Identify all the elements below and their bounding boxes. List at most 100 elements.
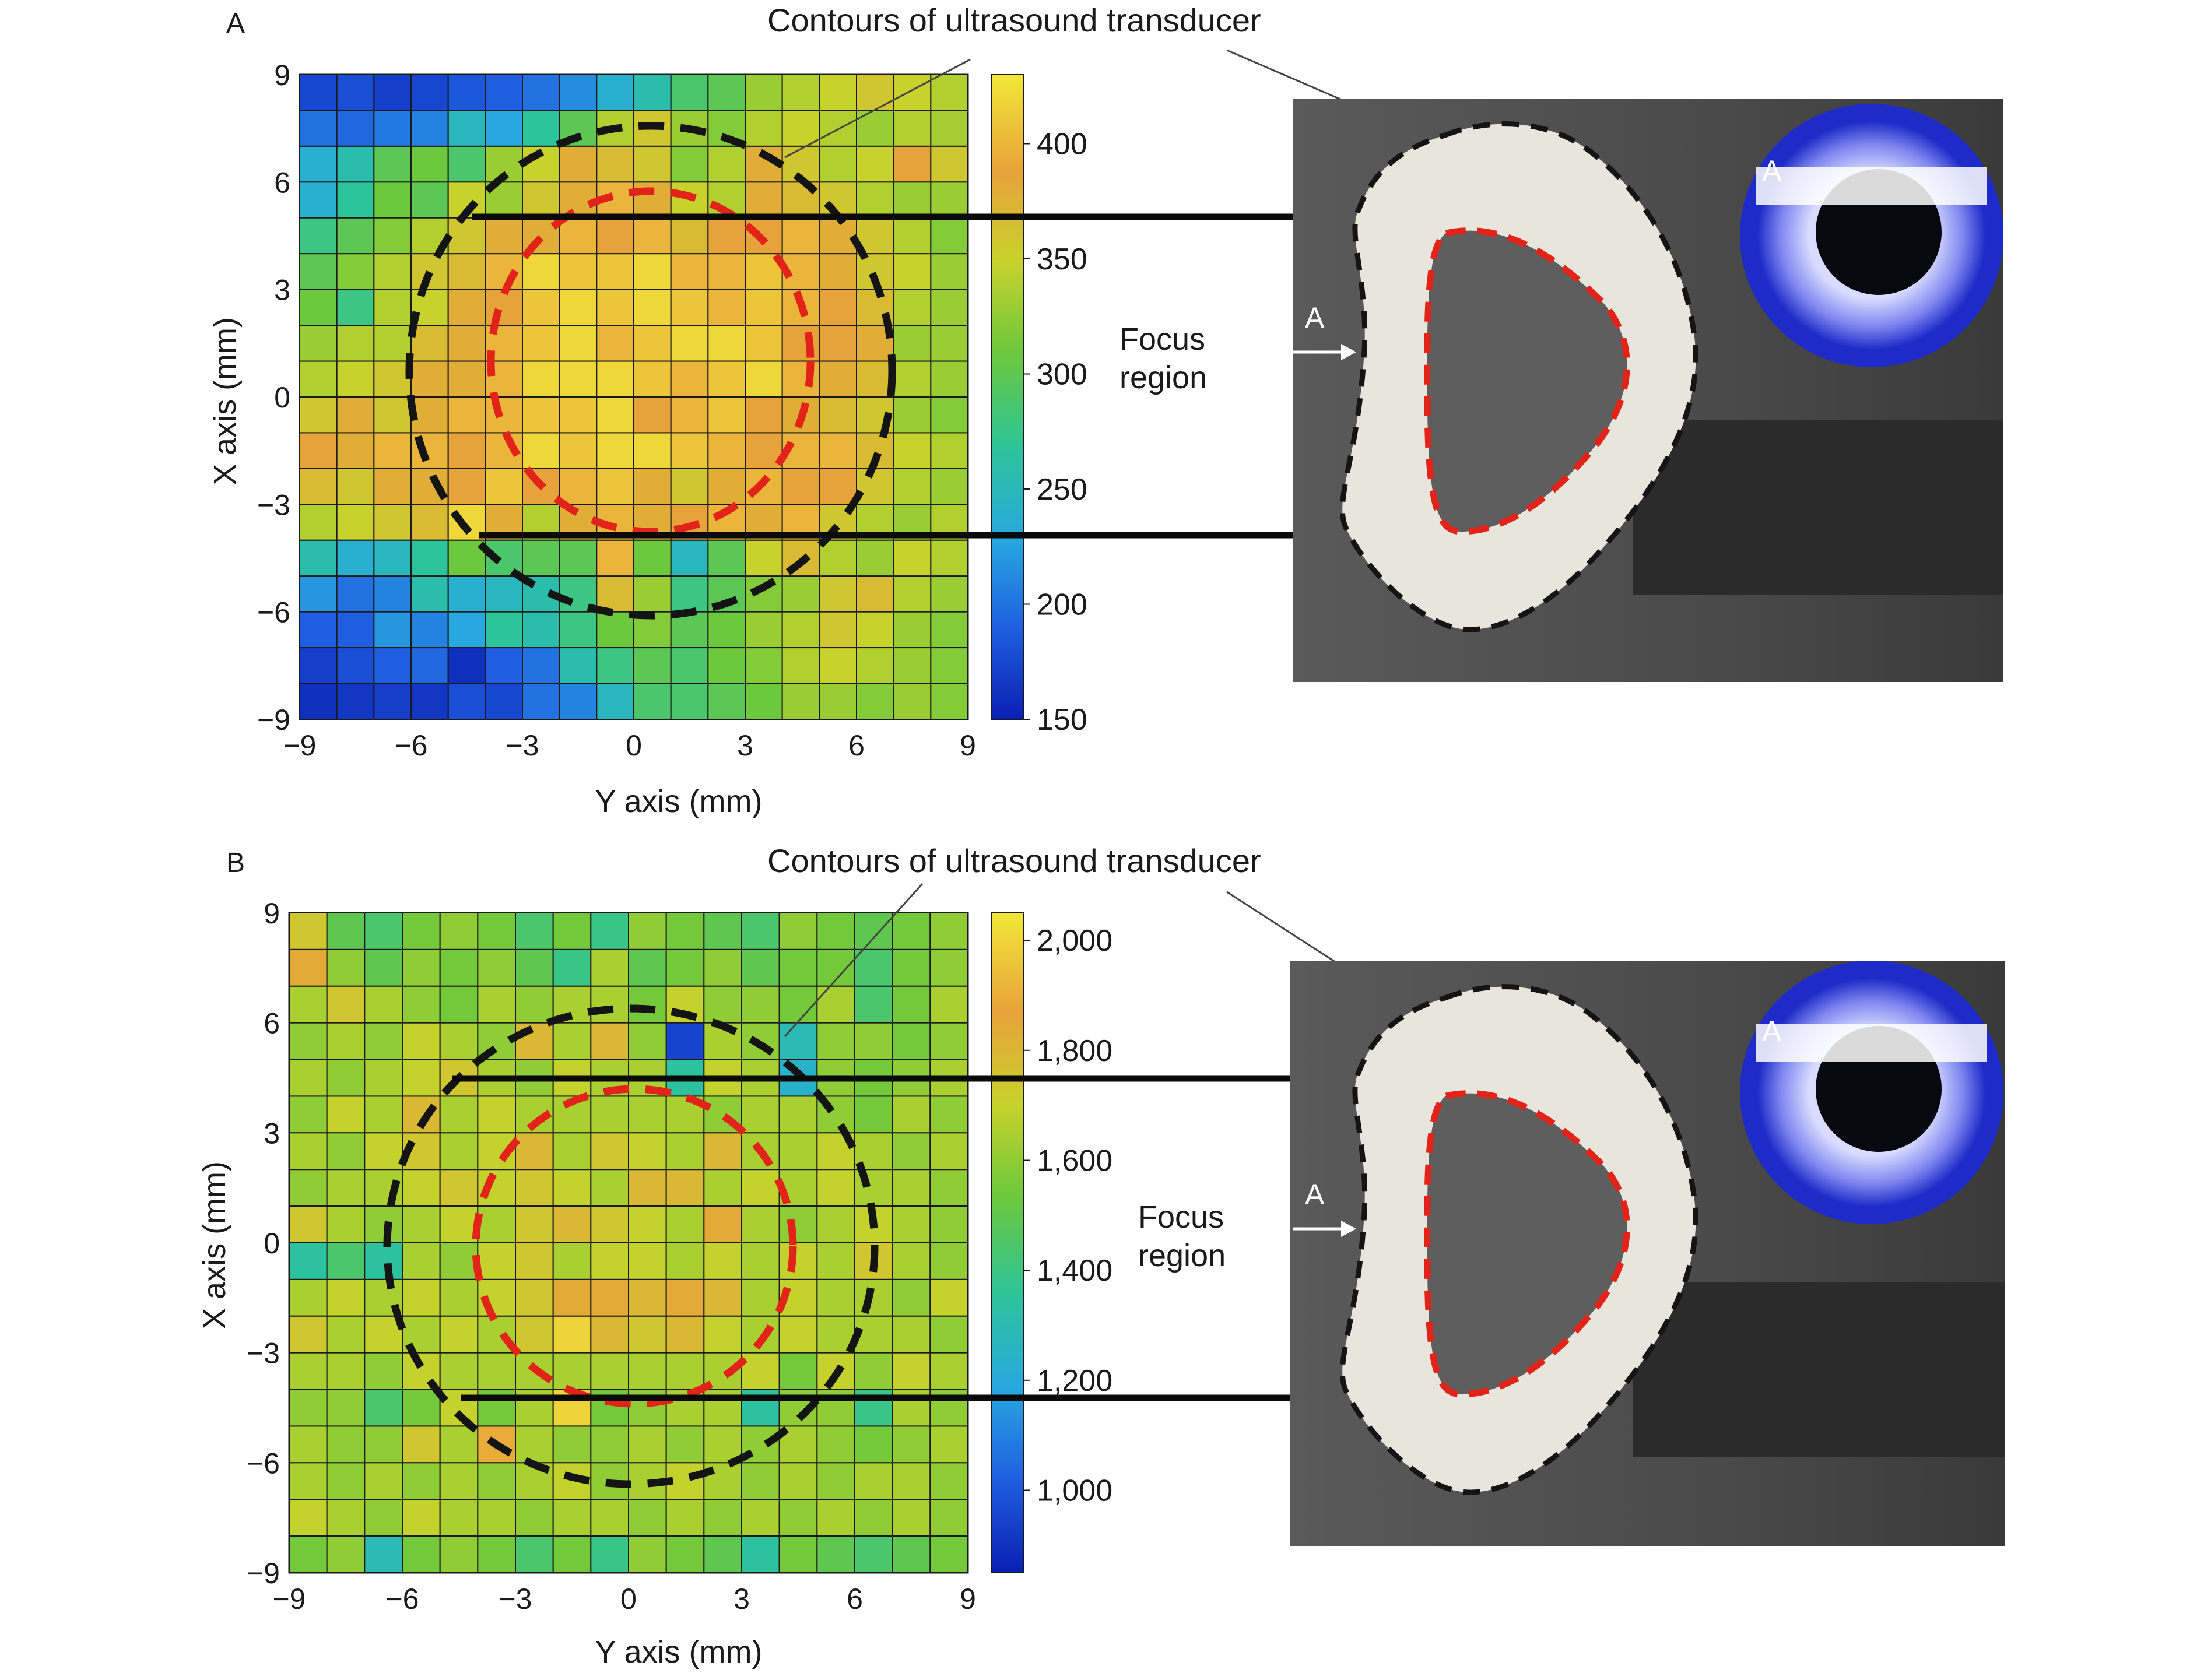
heatmap-cell (670, 325, 709, 362)
heatmap-cell (590, 1499, 630, 1537)
heatmap-cell (590, 1352, 630, 1390)
heatmap-cell (893, 181, 932, 219)
heatmap-cell (703, 1315, 742, 1354)
heatmap-cell (289, 948, 328, 987)
heatmap-cell (515, 1425, 554, 1464)
heatmap-cell (373, 217, 412, 255)
heatmap-cell (552, 1205, 592, 1244)
heatmap-cell (326, 1278, 366, 1317)
heatmap-cell (929, 1535, 968, 1574)
heatmap-cell (930, 74, 968, 111)
heatmap-cell (336, 504, 375, 541)
colorbar-tick-label: 2,000 (1037, 924, 1112, 958)
heatmap-cell (628, 1095, 667, 1134)
x-tick-label: 3 (734, 1583, 750, 1615)
y-tick-label: −6 (257, 596, 290, 629)
heatmap-cell (892, 1425, 931, 1464)
heatmap-cell (364, 1205, 403, 1244)
heatmap-cell (819, 325, 857, 362)
heatmap-cell (778, 1352, 818, 1390)
colorbar-tick-labels: 1,000 1,200 1,400 1,600 1,800 2,000 (1024, 924, 1112, 1508)
heatmap-cell (854, 1352, 893, 1390)
heatmap-cell (893, 575, 932, 613)
heatmap-cell (447, 145, 486, 183)
heatmap-cell (552, 1315, 592, 1354)
heatmap-cell (289, 1315, 328, 1354)
heatmap-cell (819, 253, 857, 290)
heatmap-cell (892, 985, 931, 1024)
heatmap-cell (745, 396, 783, 434)
heatmap-cell (559, 74, 598, 111)
panel-a: A −9 −6 −3 0 3 6 9 9 6 3 0 −3 −6 −9 Y axis (mm) X ax… (208, 2, 2003, 819)
heatmap-cell (590, 1022, 630, 1060)
heatmap-cell (816, 1499, 855, 1537)
heatmap-cell (590, 1095, 630, 1134)
heatmap-cell (930, 468, 968, 505)
heatmap-cell (485, 110, 524, 147)
y-tick-label: −3 (247, 1337, 280, 1370)
heatmap-cell (596, 325, 635, 362)
heatmap-cell (628, 1169, 667, 1207)
heatmap-cell (703, 1535, 742, 1574)
heatmap-cell (665, 912, 705, 950)
heatmap-cell (289, 985, 328, 1024)
heatmap-cell (703, 1132, 742, 1171)
heatmap-cell (596, 360, 635, 398)
heatmap-cell (439, 1132, 479, 1171)
transducer-contour (383, 1004, 879, 1488)
heatmap-cell (930, 539, 968, 577)
heatmap-cell (703, 985, 742, 1024)
heatmap-cell (447, 325, 486, 362)
marker-label: A (1305, 1178, 1325, 1211)
heatmap-cell (326, 1315, 366, 1354)
heatmap-cell (485, 611, 524, 649)
heatmap-cell (893, 110, 932, 147)
heatmap-cell (559, 647, 598, 684)
callout-label: Contours of ultrasound transducer (767, 842, 1261, 879)
heatmap-cell (892, 1022, 931, 1060)
heatmap-cell (892, 948, 931, 987)
heatmap-cell (559, 360, 598, 398)
heatmap-cell (665, 948, 705, 987)
heatmap-cell (515, 948, 554, 987)
heatmap-cell (364, 1499, 403, 1537)
heatmap-cell (703, 1499, 742, 1537)
heatmap-cell (670, 683, 709, 720)
heatmap-cell (439, 1535, 479, 1574)
ring-marker-label: A (1762, 1015, 1782, 1048)
heatmap-cell (670, 360, 709, 398)
heatmap-cell (522, 432, 560, 469)
heatmap-cell (633, 432, 672, 469)
heatmap-cell (373, 611, 412, 649)
ring-glare (1756, 167, 1987, 205)
heatmap-cell (552, 1425, 592, 1464)
heatmap-cell (515, 1535, 554, 1574)
heatmap-cell (930, 181, 968, 219)
x-tick-label: −6 (394, 729, 427, 762)
transducer-photo: A A (1290, 961, 2005, 1546)
heatmap-cell (707, 325, 746, 362)
heatmap-cell (781, 217, 820, 255)
heatmap-cell (778, 1315, 818, 1354)
heatmap-cell (930, 647, 968, 684)
heatmap-cell (596, 217, 635, 255)
heatmap-cell (781, 468, 820, 505)
heatmap-cell (336, 683, 375, 720)
heatmap-cell (336, 253, 375, 290)
y-tick-label: 9 (264, 897, 280, 930)
heatmap-cell (819, 217, 857, 255)
heatmap-cell (854, 1499, 893, 1537)
heatmap-cell (447, 575, 486, 613)
heatmap-cell (289, 1462, 328, 1500)
heatmap-cell (741, 1499, 780, 1537)
heatmap-cell (299, 217, 338, 255)
heatmap-cell (410, 683, 449, 720)
heatmap-cell (439, 1499, 479, 1537)
heatmap-cells (299, 74, 968, 720)
heatmap-cell (892, 1462, 931, 1500)
heatmap-cell (477, 1242, 517, 1280)
heatmap-cell (930, 217, 968, 255)
heatmap-cell (856, 181, 894, 219)
heatmap-cell (336, 539, 375, 577)
ring-glare (1756, 1024, 1987, 1062)
